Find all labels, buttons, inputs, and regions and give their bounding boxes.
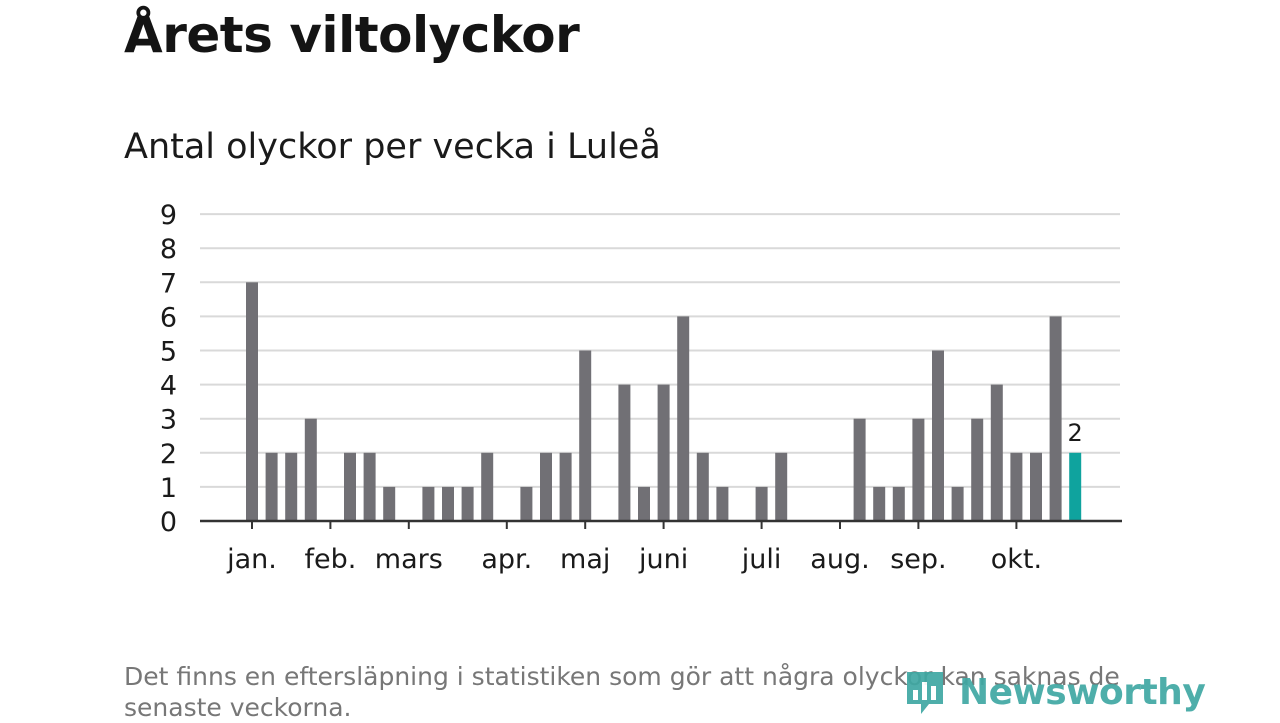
y-tick-label: 5: [160, 337, 177, 368]
bar: [559, 452, 572, 521]
bar: [1049, 316, 1062, 521]
bar: [912, 418, 925, 521]
bar: [618, 384, 631, 521]
bar: [1030, 452, 1042, 521]
bar: [932, 350, 944, 521]
bar: [520, 486, 533, 521]
bar: [579, 350, 592, 521]
chart-subtitle: Antal olyckor per vecka i Luleå: [124, 127, 661, 167]
bar: [853, 418, 866, 521]
bar: [716, 486, 729, 521]
y-tick-label: 9: [160, 200, 177, 231]
bar: [481, 452, 494, 521]
bar: [461, 486, 474, 521]
bar: [304, 418, 317, 521]
bar: [1010, 452, 1023, 521]
x-tick-label: feb.: [304, 544, 356, 575]
x-tick-label: apr.: [481, 544, 532, 575]
bar: [422, 486, 435, 521]
x-tick-label: mars: [375, 544, 443, 575]
newsworthy-logo-icon: [907, 672, 943, 714]
y-tick-label: 2: [160, 439, 177, 470]
annotations: 2: [1068, 419, 1083, 447]
bar: [442, 486, 454, 521]
y-tick-label: 8: [160, 234, 177, 265]
x-tick-label: jan.: [226, 544, 277, 575]
x-axis: jan. feb. mars apr. maj juni juli aug. sep. okt.: [200, 519, 1122, 575]
brand-logo: Newsworthy: [903, 668, 1206, 716]
x-tick-label: juni: [638, 544, 688, 575]
bar: [892, 486, 905, 521]
bar: [951, 486, 964, 521]
bar: [755, 486, 768, 521]
footnote: Det finns en eftersläpning i statistiken…: [124, 662, 1120, 722]
bar: [873, 486, 886, 521]
bar: [246, 282, 258, 521]
y-tick-label: 0: [160, 507, 177, 538]
x-tick-label: okt.: [991, 544, 1042, 575]
data-label-last-week: 2: [1068, 419, 1083, 447]
y-tick-label: 7: [160, 268, 177, 299]
bar: [540, 452, 552, 521]
x-tick-label: sep.: [890, 544, 946, 575]
bar: [971, 418, 984, 521]
brand-name: Newsworthy: [959, 671, 1206, 713]
y-tick-label: 4: [160, 371, 177, 402]
bar: [383, 486, 396, 521]
bar: [638, 486, 650, 521]
bar: [363, 452, 376, 521]
bar: [344, 452, 356, 521]
y-tick-label: 1: [160, 473, 177, 504]
bar-highlight: [1069, 452, 1082, 521]
bar: [775, 452, 788, 521]
bar: [657, 384, 670, 521]
x-tick-label: aug.: [810, 544, 869, 575]
bar: [265, 452, 278, 521]
bar-series: [246, 282, 1082, 521]
bar: [285, 452, 298, 521]
bar: [677, 316, 690, 521]
x-tick-label: juli: [741, 544, 782, 575]
bar: [696, 452, 709, 521]
chart-title: Årets viltolyckor: [124, 6, 580, 64]
bar: [990, 384, 1003, 521]
y-tick-label: 6: [160, 302, 177, 333]
y-tick-label: 3: [160, 405, 177, 436]
x-tick-label: maj: [560, 544, 610, 575]
